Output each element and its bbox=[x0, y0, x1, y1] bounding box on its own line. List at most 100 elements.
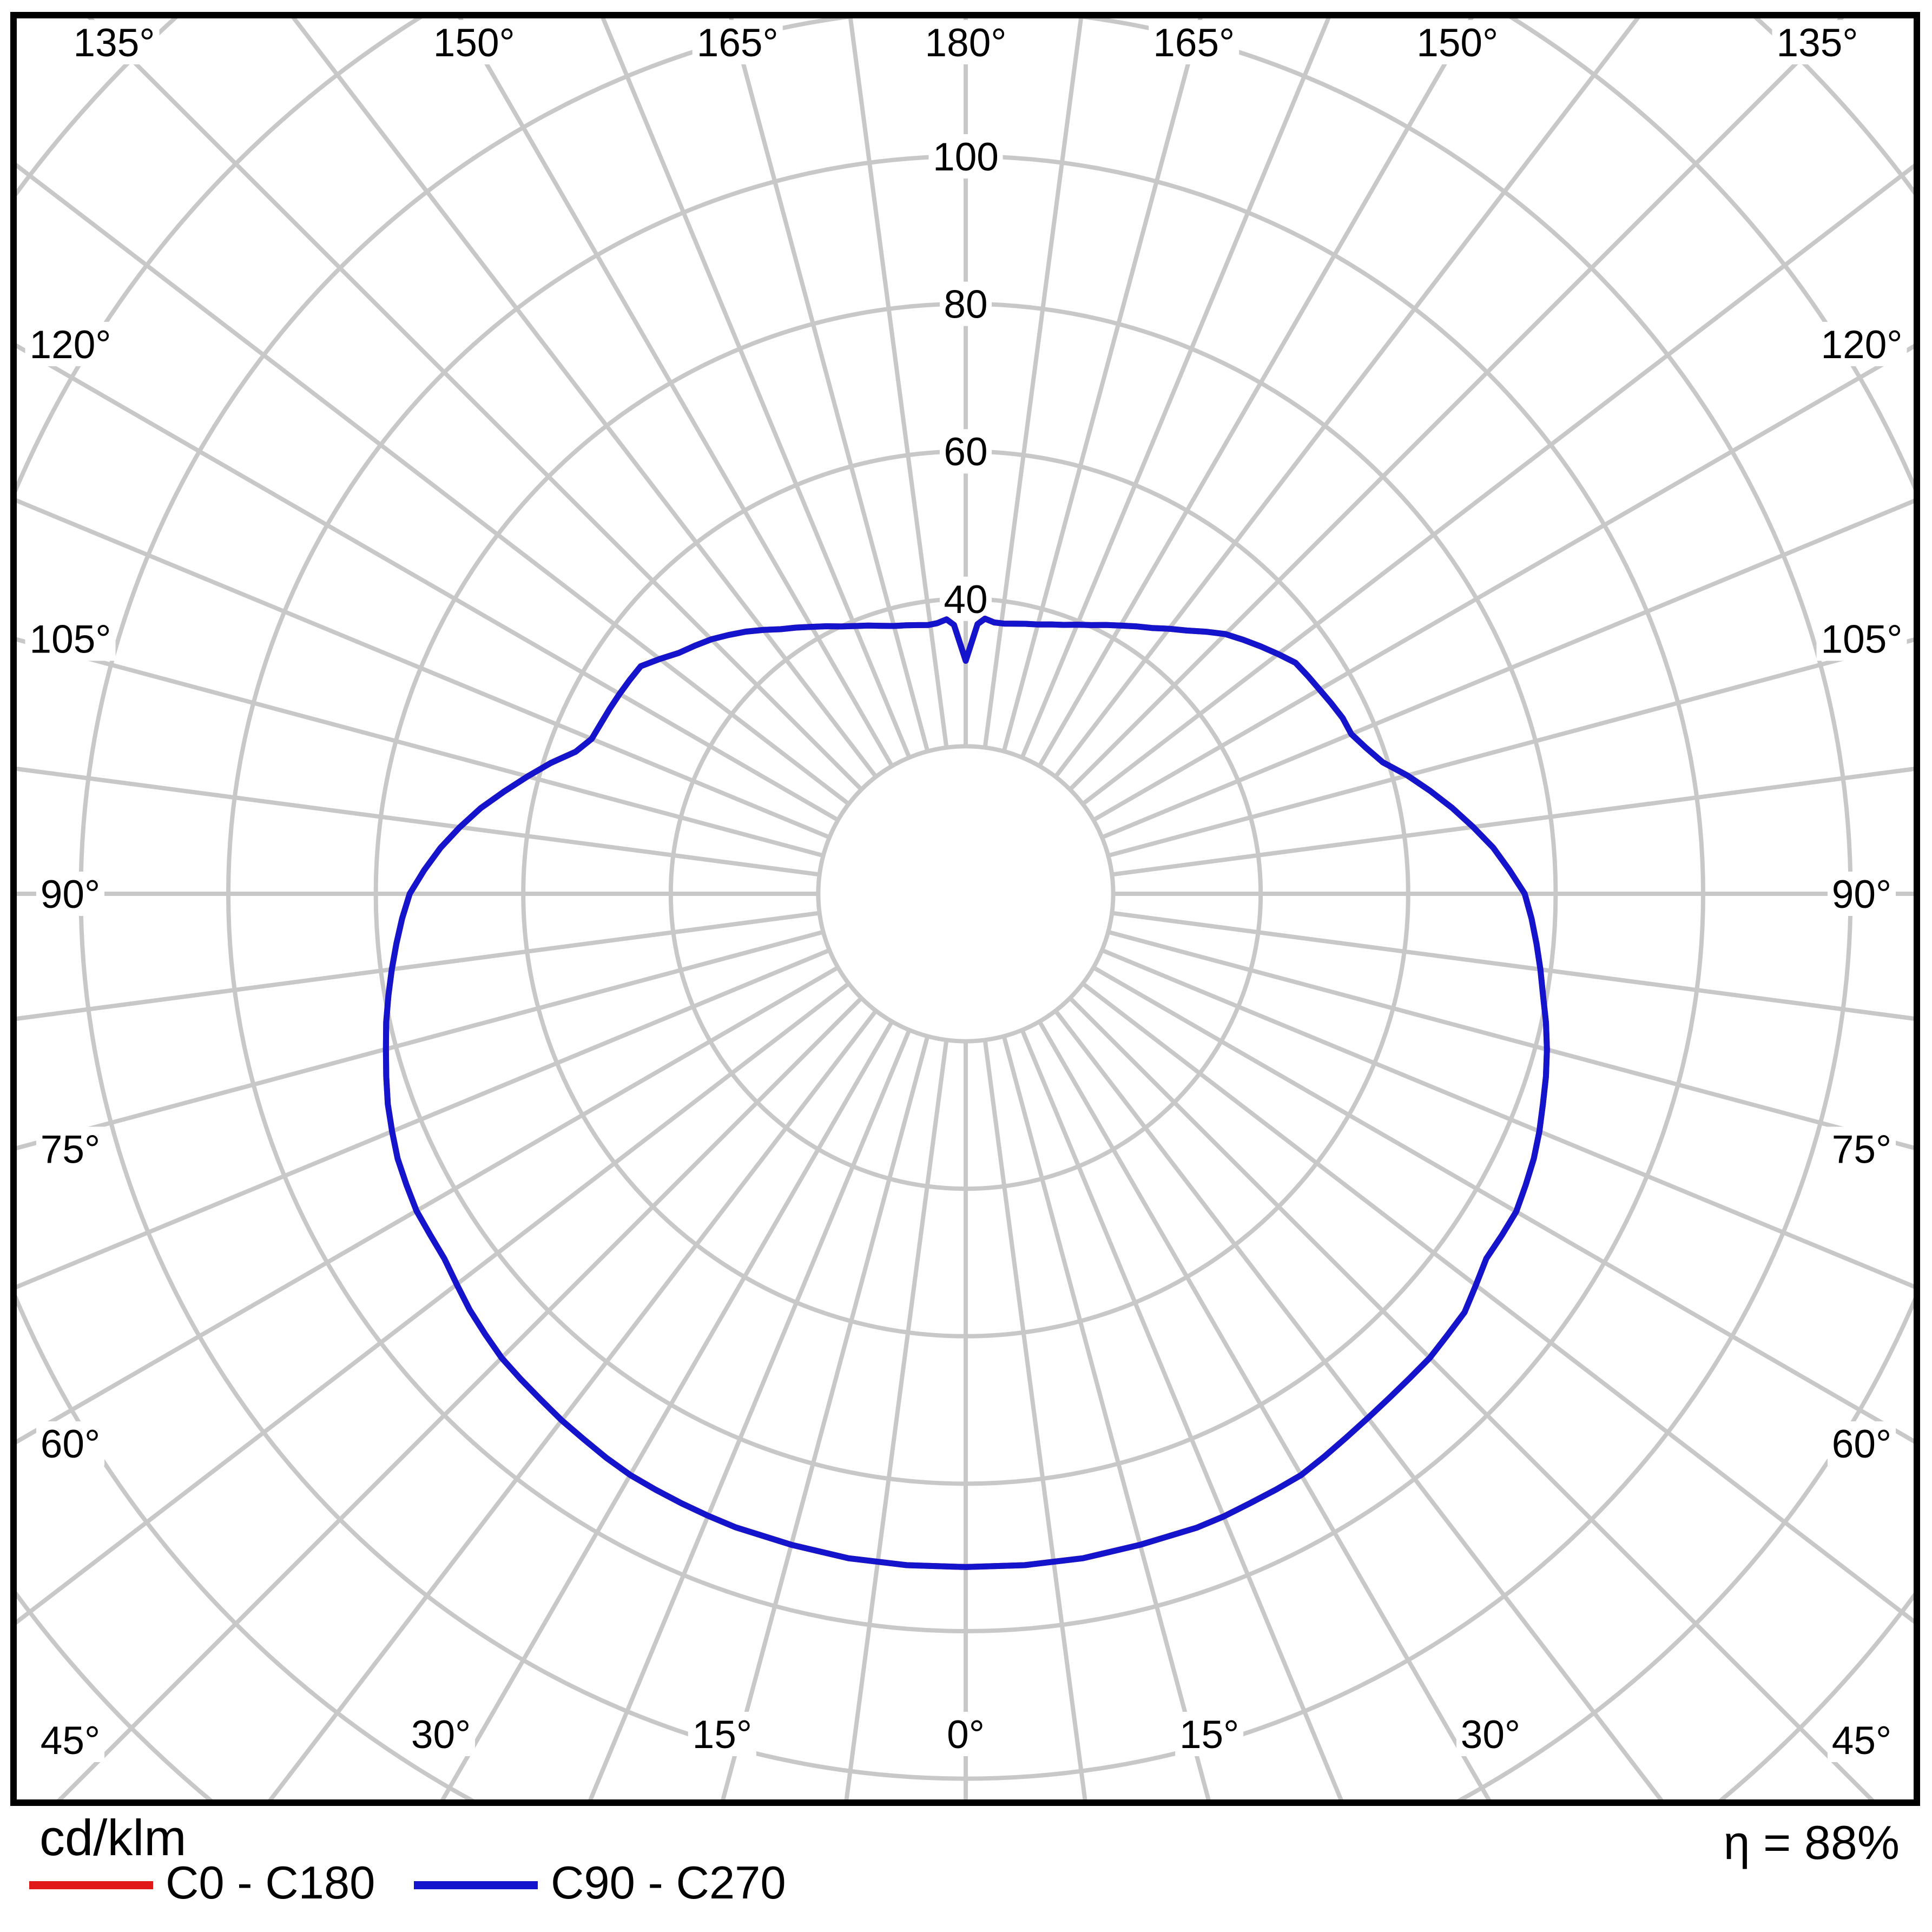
label-backing bbox=[1828, 872, 1896, 916]
label-backing bbox=[1412, 20, 1503, 64]
label-backing bbox=[25, 616, 116, 661]
angle-label-left: 45° bbox=[41, 1719, 100, 1763]
label-backing bbox=[1175, 1712, 1244, 1756]
grid-spoke bbox=[1068, 18, 1844, 792]
plot-frame bbox=[10, 12, 1920, 1806]
angle-label-right: 105° bbox=[1821, 617, 1903, 661]
grid-spoke bbox=[1037, 18, 1474, 767]
grid-spoke bbox=[268, 1009, 878, 1799]
label-backing bbox=[1772, 20, 1863, 64]
angle-label-bottom: 15° bbox=[693, 1713, 752, 1757]
grid-spoke bbox=[17, 163, 850, 806]
angle-label-top: 180° bbox=[925, 21, 1007, 65]
grid-spoke bbox=[721, 1036, 930, 1799]
grid-spoke bbox=[1053, 1009, 1664, 1799]
grid-spoke bbox=[1053, 18, 1640, 779]
grid-spoke bbox=[1020, 18, 1331, 759]
grid-spoke bbox=[17, 948, 830, 1289]
angle-label-bottom: 30° bbox=[411, 1713, 471, 1757]
grid-spoke bbox=[1037, 1020, 1492, 1799]
grid-spoke bbox=[1107, 637, 1914, 858]
grid-spoke bbox=[1101, 498, 1914, 840]
radial-tick-label: 80 bbox=[944, 283, 987, 327]
grid-spoke bbox=[458, 18, 894, 767]
grid-spoke bbox=[17, 929, 824, 1151]
label-backing bbox=[920, 20, 1011, 64]
grid-spoke bbox=[57, 996, 863, 1799]
grid-spoke bbox=[983, 18, 1084, 748]
grid-spoke bbox=[1068, 996, 1875, 1799]
angle-label-top: 150° bbox=[1416, 21, 1498, 65]
grid-spoke bbox=[1001, 1036, 1211, 1799]
legend-label-c0-c180: C0 - C180 bbox=[166, 1857, 375, 1909]
angle-label-right: 90° bbox=[1832, 873, 1891, 916]
label-backing bbox=[1816, 321, 1907, 366]
label-backing bbox=[940, 281, 992, 326]
grid-spoke bbox=[291, 18, 878, 779]
radial-tick-label: 40 bbox=[944, 578, 987, 622]
curve-C90-C270 bbox=[383, 616, 1550, 1570]
grid-spoke bbox=[1107, 929, 1914, 1150]
angle-label-left: 75° bbox=[41, 1128, 100, 1172]
grid-spoke bbox=[1092, 965, 1914, 1444]
label-backing bbox=[940, 576, 992, 621]
grid-spoke bbox=[1092, 344, 1914, 822]
grid-spoke bbox=[17, 343, 839, 822]
angle-label-top: 165° bbox=[697, 21, 779, 65]
grid-spoke bbox=[1020, 1029, 1343, 1799]
grid-spoke bbox=[848, 18, 949, 748]
angle-label-left: 90° bbox=[41, 873, 100, 916]
label-backing bbox=[36, 872, 104, 916]
grid-spoke bbox=[1101, 948, 1914, 1289]
grid-spoke bbox=[844, 1039, 949, 1799]
legend-swatch-c90-c270 bbox=[414, 1881, 538, 1889]
grid-spoke bbox=[588, 1029, 912, 1799]
label-backing bbox=[1456, 1712, 1525, 1756]
angle-label-top: 150° bbox=[433, 21, 515, 65]
angle-label-top: 135° bbox=[74, 21, 155, 65]
angle-label-bottom: 0° bbox=[947, 1713, 985, 1757]
grid-spoke bbox=[983, 1039, 1087, 1799]
angle-label-right: 45° bbox=[1832, 1719, 1891, 1763]
angle-label-left: 105° bbox=[30, 617, 111, 661]
label-backing bbox=[940, 429, 992, 474]
label-backing bbox=[407, 1712, 476, 1756]
legend-swatch-c0-c180 bbox=[29, 1881, 153, 1889]
grid-spoke bbox=[17, 767, 820, 877]
grid-spoke bbox=[729, 18, 930, 752]
angle-label-right: 75° bbox=[1832, 1128, 1891, 1172]
legend-label-c90-c270: C90 - C270 bbox=[551, 1857, 786, 1909]
grid-spoke bbox=[1081, 163, 1914, 806]
label-backing bbox=[692, 20, 783, 64]
label-backing bbox=[428, 20, 519, 64]
label-backing bbox=[688, 1712, 756, 1756]
radial-tick-label: 60 bbox=[944, 430, 987, 474]
label-backing bbox=[69, 20, 160, 64]
grid-spoke bbox=[87, 18, 863, 792]
grid-spoke bbox=[1111, 767, 1914, 877]
label-backing bbox=[1828, 1421, 1896, 1466]
angle-label-left: 120° bbox=[30, 323, 111, 367]
label-backing bbox=[1149, 20, 1239, 64]
grid-spoke bbox=[17, 498, 830, 840]
label-backing bbox=[942, 1712, 989, 1756]
angle-label-top: 165° bbox=[1153, 21, 1235, 65]
angle-label-right: 60° bbox=[1832, 1422, 1891, 1466]
grid-ring bbox=[816, 744, 1116, 1044]
grid-spoke bbox=[440, 1020, 894, 1799]
label-backing bbox=[36, 1421, 104, 1466]
angle-label-left: 60° bbox=[41, 1422, 100, 1466]
grid-spoke bbox=[17, 637, 824, 858]
grid-spoke bbox=[1111, 911, 1914, 1021]
grid-spoke bbox=[1081, 981, 1914, 1624]
angle-label-top: 135° bbox=[1777, 21, 1858, 65]
radial-tick-label: 100 bbox=[933, 135, 999, 179]
label-backing bbox=[36, 1718, 104, 1762]
grid-spoke bbox=[1001, 18, 1203, 752]
grid-spoke bbox=[17, 911, 820, 1021]
grid-spoke bbox=[17, 981, 850, 1625]
units-label: cd/klm bbox=[39, 1809, 187, 1866]
angle-label-bottom: 15° bbox=[1179, 1713, 1239, 1757]
